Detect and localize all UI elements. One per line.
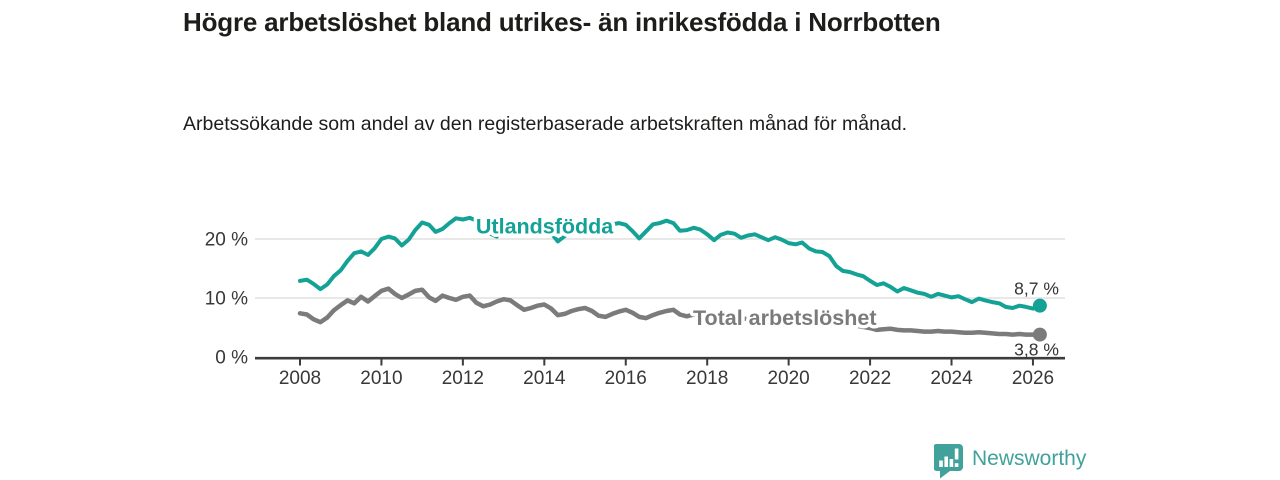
exclamation-stem: [954, 448, 959, 460]
chart-subtitle: Arbetssökande som andel av den registerb…: [183, 113, 908, 135]
newsworthy-brand-text: Newsworthy: [972, 447, 1087, 470]
x-tick-label: 2008: [279, 368, 321, 389]
x-tick-label: 2020: [767, 368, 809, 389]
x-tick-label: 2010: [360, 368, 402, 389]
x-tick-label: 2014: [523, 368, 566, 389]
y-tick-label: 0 %: [215, 348, 248, 369]
series-label-1: Total arbetslöshet: [693, 306, 877, 330]
y-tick-label: 10 %: [205, 289, 248, 310]
y-tick-label: 20 %: [205, 230, 248, 251]
newsworthy-logo: Newsworthy: [934, 444, 1086, 479]
x-tick-label: 2026: [1012, 368, 1054, 389]
x-tick-label: 2012: [442, 368, 484, 389]
line-chart: 0 % 10 % 20 % 2008 2010 2012 2014 2016 2018 2020 2…: [205, 211, 1065, 389]
series-end-dot-1: [1032, 327, 1047, 342]
bar-3: [949, 459, 954, 467]
x-tick-label: 2018: [686, 368, 728, 389]
bar-1: [939, 460, 943, 467]
x-tick-label: 2024: [930, 368, 973, 389]
series-end-dot-0: [1032, 298, 1047, 313]
series-label-halo-0: Utlandsfödda: [476, 215, 614, 239]
series-line-1: [297, 286, 1043, 337]
series-label-halo-1: Total arbetslöshet: [693, 306, 877, 330]
series-label-0: Utlandsfödda: [476, 215, 614, 239]
series-end-value-0: 8,7 %: [1014, 279, 1059, 299]
series-end-value-1: 3,8 %: [1014, 340, 1059, 360]
series-line-0: [298, 215, 1042, 311]
chart-title: Högre arbetslöshet bland utrikes- än inr…: [183, 7, 941, 37]
x-tick-label: 2022: [849, 368, 891, 389]
bar-2: [944, 456, 948, 467]
bar-chart-speech-bubble-icon: [934, 444, 963, 479]
exclamation-dot: [954, 463, 959, 467]
x-tick-label: 2016: [605, 368, 647, 389]
speech-bubble-shape: [934, 444, 963, 479]
